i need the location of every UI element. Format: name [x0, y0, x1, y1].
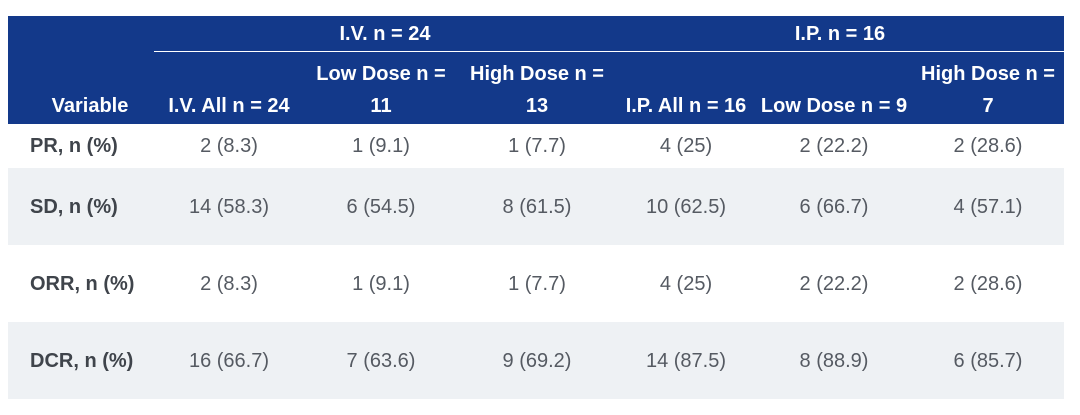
- table-cell: 14 (58.3): [154, 168, 304, 245]
- column-header-iv-low-dose: Low Dose n = 11: [304, 52, 458, 124]
- table-cell: 2 (28.6): [953, 135, 1023, 157]
- table-row-dcr: DCR, n (%) 16 (66.7) 7 (63.6) 9 (69.2) 1…: [8, 322, 1064, 399]
- group-header-ip-label: I.P. n = 16: [794, 23, 886, 45]
- table-cell: 1 (9.1): [352, 135, 410, 157]
- table-cell: 10 (62.5): [616, 168, 756, 245]
- table-body: PR, n (%) 2 (8.3) 1 (9.1) 1 (7.7) 4 (25)…: [8, 124, 1064, 399]
- table-cell: 2 (22.2): [799, 272, 869, 295]
- table-cell: 1 (7.7): [508, 272, 566, 295]
- table-cell: 4 (57.1): [912, 168, 1064, 245]
- column-header-iv-all: I.V. All n = 24: [154, 52, 304, 124]
- table-cell: 1 (7.7): [508, 135, 566, 157]
- group-header-iv: I.V. n = 24: [154, 16, 616, 52]
- table-cell: 2 (28.6): [953, 272, 1023, 295]
- table-cell: 7 (63.6): [304, 322, 458, 399]
- row-label: SD, n (%): [8, 168, 154, 245]
- table-cell: 4 (25): [659, 135, 713, 157]
- table-cell: 6 (54.5): [304, 168, 458, 245]
- table-header: I.V. n = 24 I.P. n = 16 Variable I.V. Al…: [8, 16, 1064, 124]
- group-header-row: I.V. n = 24 I.P. n = 16: [8, 16, 1064, 52]
- table-row-orr: ORR, n (%) 2 (8.3) 1 (9.1) 1 (7.7) 4 (25…: [8, 245, 1064, 322]
- table-cell: 2 (8.3): [200, 272, 258, 295]
- row-label: DCR, n (%): [8, 322, 154, 399]
- table-cell: 16 (66.7): [154, 322, 304, 399]
- empty-corner-cell: [8, 16, 154, 52]
- table-row-pr: PR, n (%) 2 (8.3) 1 (9.1) 1 (7.7) 4 (25)…: [8, 124, 1064, 168]
- row-label: PR, n (%): [30, 135, 118, 157]
- column-header-ip-all: I.P. All n = 16: [616, 52, 756, 124]
- group-header-iv-label: I.V. n = 24: [339, 23, 431, 45]
- variable-header: Variable: [8, 52, 154, 124]
- group-underline: [154, 51, 616, 52]
- table-cell: 2 (8.3): [200, 135, 258, 157]
- column-header-iv-high-dose: High Dose n = 13: [458, 52, 616, 124]
- results-table: I.V. n = 24 I.P. n = 16 Variable I.V. Al…: [8, 16, 1064, 399]
- table-cell: 6 (66.7): [756, 168, 912, 245]
- table-cell: 8 (88.9): [756, 322, 912, 399]
- group-header-ip: I.P. n = 16: [616, 16, 1064, 52]
- table-cell: 8 (61.5): [458, 168, 616, 245]
- column-header-row: Variable I.V. All n = 24 Low Dose n = 11…: [8, 52, 1064, 124]
- table-cell: 4 (25): [659, 272, 713, 295]
- column-header-ip-high-dose: High Dose n = 7: [912, 52, 1064, 124]
- column-header-ip-low-dose: Low Dose n = 9: [756, 52, 912, 124]
- table-cell: 1 (9.1): [352, 272, 410, 295]
- table-cell: 6 (85.7): [912, 322, 1064, 399]
- table-cell: 9 (69.2): [458, 322, 616, 399]
- group-underline: [616, 51, 1064, 52]
- table-row-sd: SD, n (%) 14 (58.3) 6 (54.5) 8 (61.5) 10…: [8, 168, 1064, 245]
- row-label: ORR, n (%): [30, 272, 135, 295]
- table-cell: 14 (87.5): [616, 322, 756, 399]
- table-cell: 2 (22.2): [799, 135, 869, 157]
